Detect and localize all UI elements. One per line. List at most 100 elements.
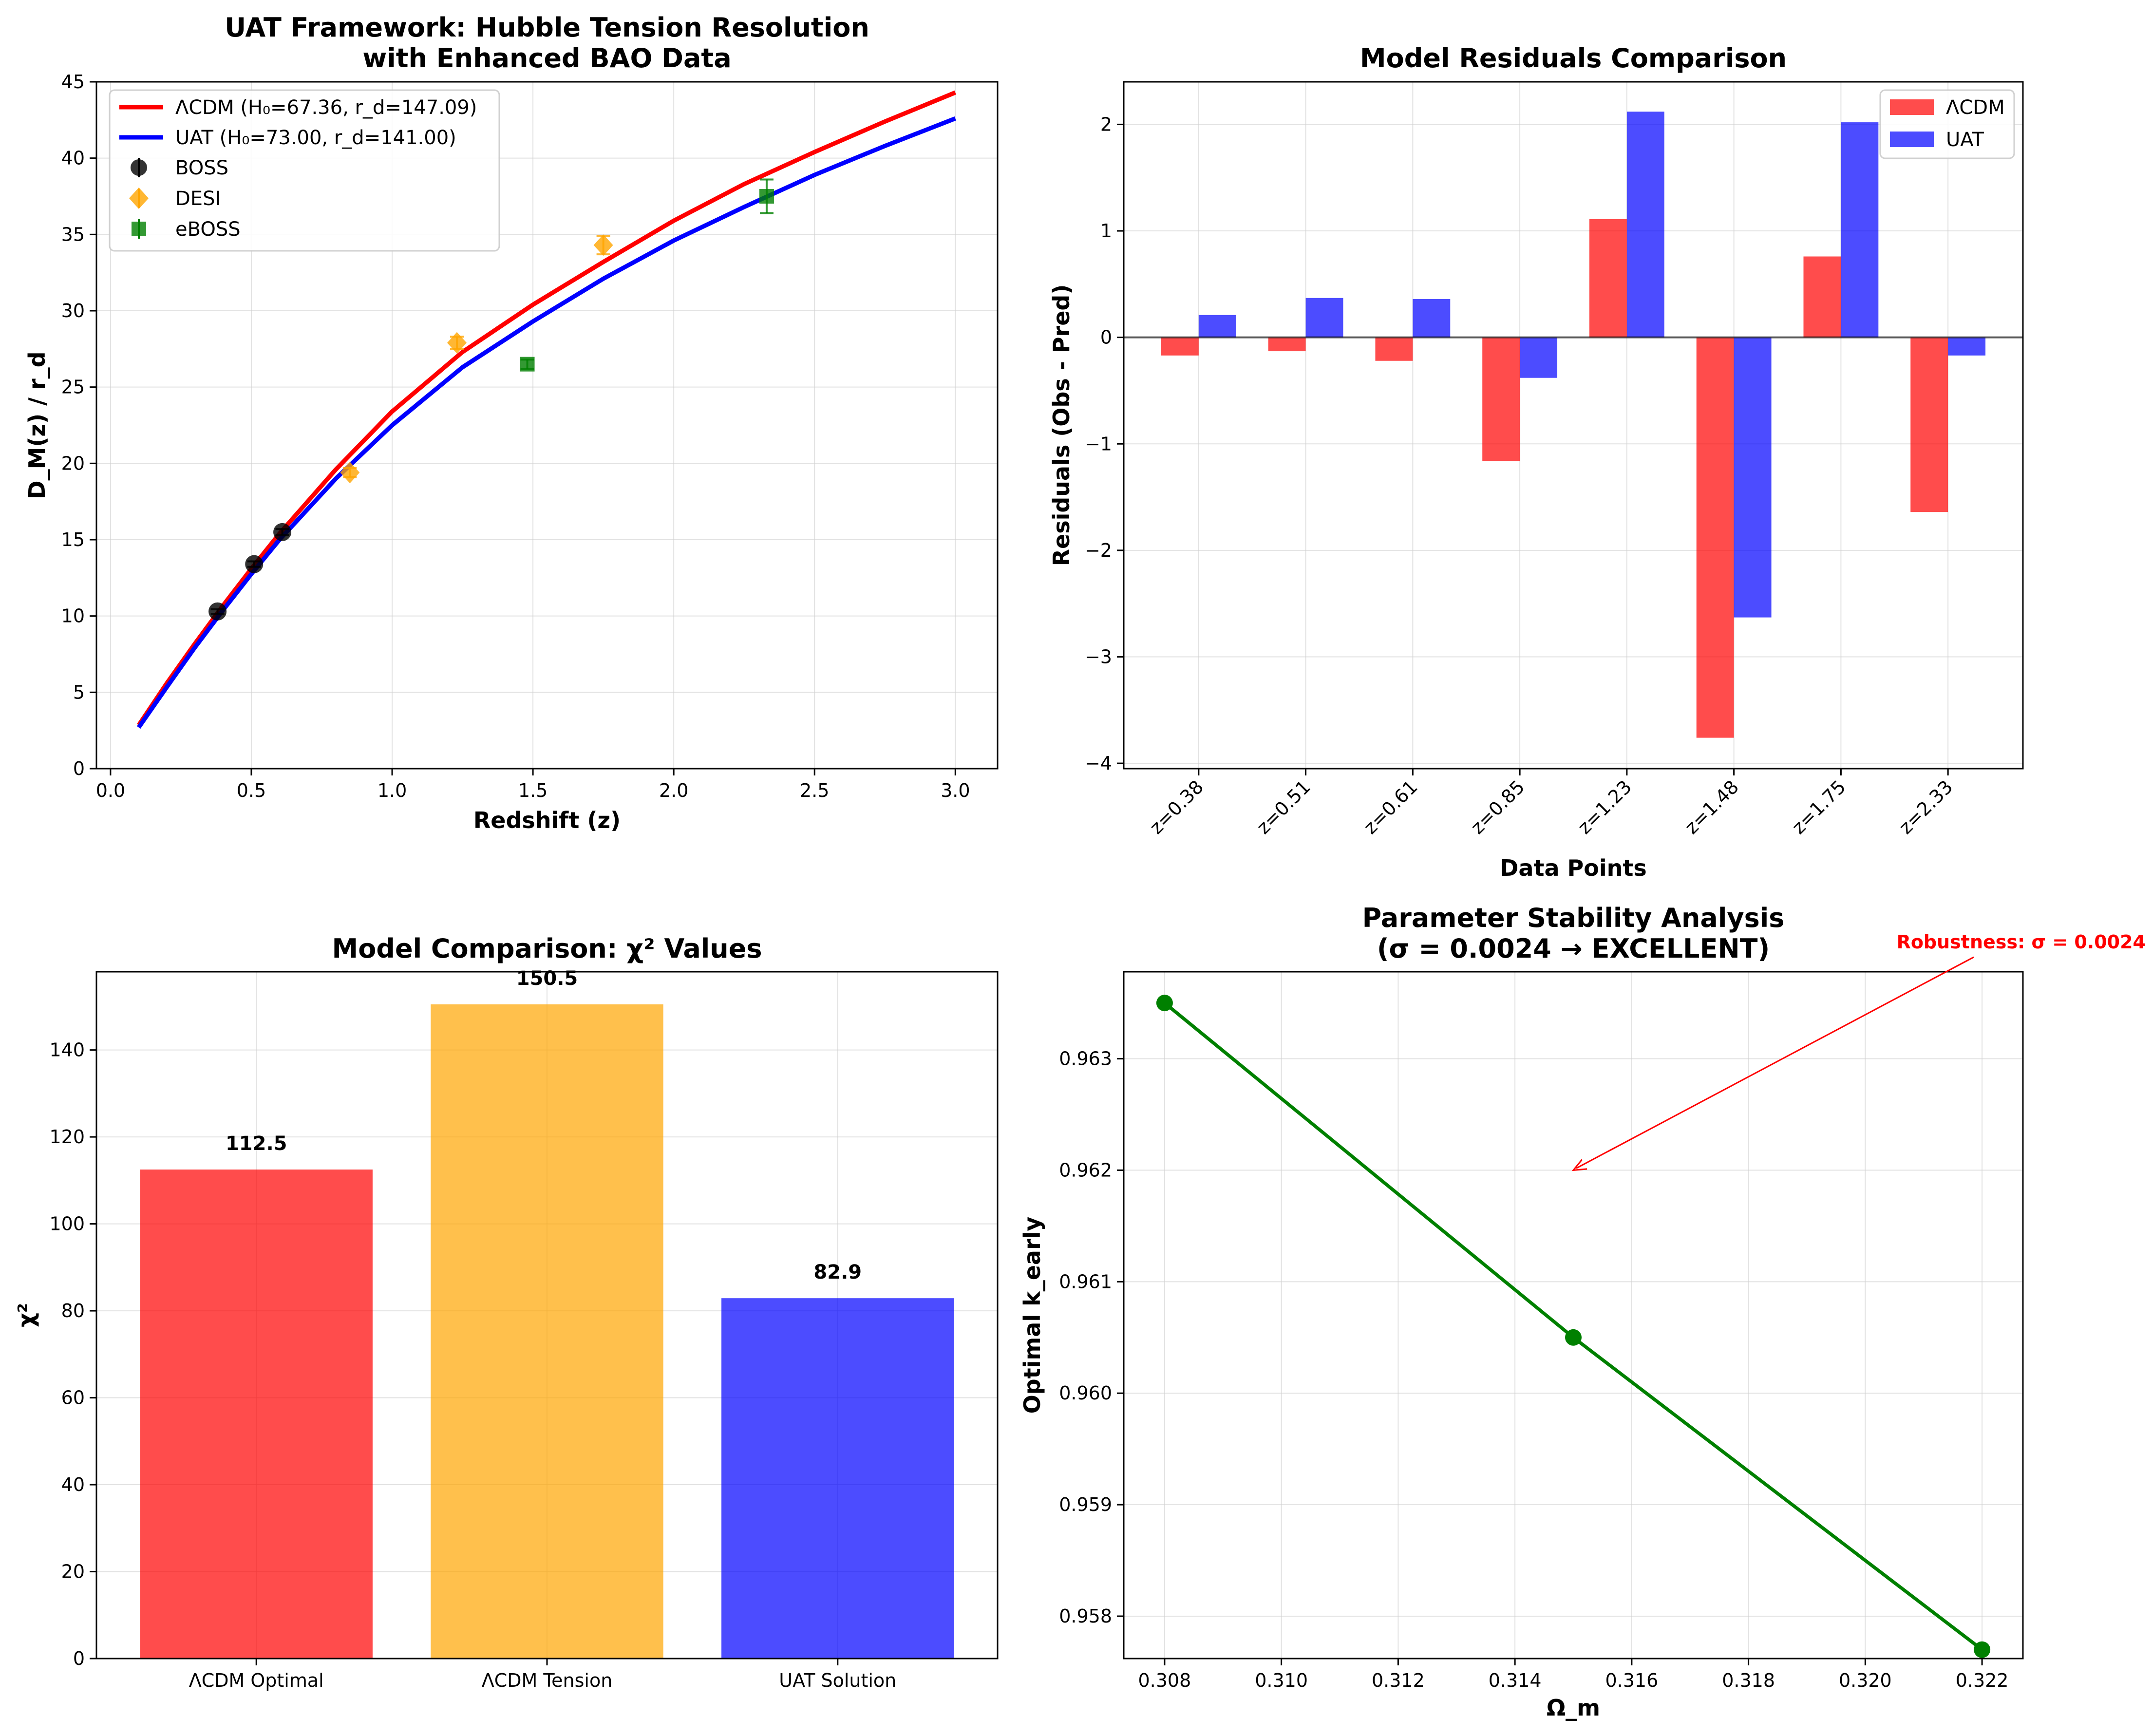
data-point-boss — [273, 523, 292, 541]
residual-bar-lcdm — [1375, 337, 1413, 361]
y-tick-label: 20 — [61, 453, 85, 474]
x-tick-label: 0.5 — [237, 780, 266, 801]
x-tick-label: 2.5 — [800, 780, 829, 801]
y-tick-label: 100 — [49, 1213, 85, 1235]
x-tick-label: z=0.38 — [1146, 776, 1208, 838]
x-tick-label: z=0.51 — [1252, 776, 1315, 838]
y-tick-label: 0.963 — [1059, 1048, 1112, 1070]
residual-bar-lcdm — [1910, 337, 1948, 512]
residual-bar-uat — [1413, 299, 1451, 338]
data-point-boss — [208, 602, 227, 621]
residual-bar-lcdm — [1589, 219, 1627, 338]
stability-point — [1565, 1329, 1582, 1346]
y-tick-label: 15 — [61, 529, 85, 550]
residual-bar-uat — [1305, 298, 1343, 338]
y-tick-label: 10 — [61, 605, 85, 627]
bar-value-label: 112.5 — [226, 1132, 287, 1155]
y-tick-label: 35 — [61, 224, 85, 245]
y-axis-label: χ² — [13, 1303, 39, 1327]
panel-title: Model Comparison: χ² Values — [332, 933, 762, 964]
residual-bar-lcdm — [1803, 256, 1841, 338]
data-point-desi — [593, 234, 613, 256]
x-tick-label: 1.0 — [378, 780, 407, 801]
y-tick-label: 0 — [73, 1648, 85, 1669]
legend-entry: UAT — [1946, 129, 1984, 151]
y-tick-label: 1 — [1100, 220, 1112, 242]
annotation-text: Robustness: σ = 0.0024 — [1897, 931, 2146, 953]
panel-title: Parameter Stability Analysis — [1362, 903, 1785, 933]
residual-bar-lcdm — [1696, 337, 1734, 738]
data-point-eboss — [759, 189, 774, 204]
x-tick-label: 0.310 — [1255, 1670, 1308, 1691]
panel-title-line2: (σ = 0.0024 → EXCELLENT) — [1377, 933, 1770, 964]
y-tick-label: 120 — [49, 1126, 85, 1148]
x-tick-label: 0.312 — [1372, 1670, 1425, 1691]
residual-bar-uat — [1198, 315, 1236, 338]
chi-square-bar — [140, 1170, 373, 1659]
y-tick-label: 25 — [61, 377, 85, 398]
chi-square-bar — [431, 1004, 663, 1659]
residual-bar-uat — [1948, 337, 1986, 356]
legend-marker — [132, 222, 146, 236]
legend-marker — [129, 188, 149, 209]
y-tick-label: 0.962 — [1059, 1159, 1112, 1181]
bar-value-label: 150.5 — [516, 967, 578, 990]
y-tick-label: 0 — [1100, 327, 1112, 348]
legend: ΛCDM (H₀=67.36, r_d=147.09) UAT (H₀=73.00… — [109, 89, 500, 252]
legend-box — [109, 89, 500, 252]
y-axis-label: Optimal k_early — [1019, 1217, 1045, 1414]
y-tick-label: −4 — [1085, 753, 1112, 774]
x-tick-label: 0.322 — [1956, 1670, 2009, 1691]
legend-entry: eBOSS — [175, 218, 241, 241]
legend-entry: DESI — [175, 188, 221, 210]
y-tick-label: 20 — [61, 1561, 85, 1583]
x-tick-label: ΛCDM Optimal — [189, 1670, 324, 1691]
legend-entry: UAT (H₀=73.00, r_d=141.00) — [175, 127, 456, 149]
legend-entry: BOSS — [175, 157, 228, 179]
x-tick-label: 2.0 — [659, 780, 688, 801]
model-curve-uat — [137, 116, 956, 729]
plot-frame — [1123, 971, 2024, 1660]
residual-bar-lcdm — [1161, 337, 1199, 356]
y-tick-label: 0.961 — [1059, 1271, 1112, 1292]
y-tick-label: 0.960 — [1059, 1382, 1112, 1404]
x-tick-label: z=0.61 — [1359, 776, 1422, 838]
y-tick-label: −1 — [1085, 433, 1112, 454]
legend-swatch — [1890, 132, 1934, 147]
residual-bar-uat — [1626, 112, 1664, 338]
legend: ΛCDM UAT — [1879, 89, 2015, 159]
y-tick-label: 45 — [61, 71, 85, 93]
panel-parameter-stability: 0.308 0.310 0.312 0.314 0.316 0.318 0.320 0.322… — [1019, 903, 2146, 1721]
x-tick-label: z=1.48 — [1680, 776, 1743, 838]
x-tick-label: 0.320 — [1839, 1670, 1892, 1691]
chi-square-bar — [721, 1298, 954, 1659]
data-point-desi — [447, 332, 467, 354]
data-point-desi — [340, 462, 360, 484]
annotation-arrow — [1576, 956, 1974, 1169]
residual-bar-uat — [1841, 122, 1879, 338]
x-tick-label: z=0.85 — [1467, 776, 1529, 838]
panel-title-line2: with Enhanced BAO Data — [362, 43, 731, 74]
y-tick-label: −2 — [1085, 540, 1112, 561]
x-axis-label: Redshift (z) — [473, 807, 621, 833]
stability-point — [1156, 995, 1173, 1012]
legend-entry: ΛCDM (H₀=67.36, r_d=147.09) — [175, 96, 477, 119]
x-tick-label: z=2.33 — [1895, 776, 1957, 838]
panel-distance-redshift: 0.0 0.5 1.0 1.5 2.0 2.5 3.0 0 5 10 15 20 25 30 35 40 45 U… — [24, 12, 999, 833]
y-tick-label: 40 — [61, 1474, 85, 1495]
panel-title: UAT Framework: Hubble Tension Resolution — [225, 12, 869, 43]
x-tick-label: 0.308 — [1138, 1670, 1191, 1691]
legend-marker — [131, 159, 147, 176]
x-tick-label: 3.0 — [941, 780, 970, 801]
panel-title: Model Residuals Comparison — [1360, 43, 1787, 74]
y-tick-label: 0.958 — [1059, 1605, 1112, 1627]
data-point-boss — [245, 555, 264, 573]
stability-point — [1974, 1641, 1991, 1658]
x-tick-label: ΛCDM Tension — [482, 1670, 613, 1691]
x-tick-label: 0.316 — [1605, 1670, 1658, 1691]
x-tick-label: z=1.23 — [1574, 776, 1636, 838]
residual-bar-lcdm — [1268, 337, 1306, 352]
x-tick-label: 1.5 — [518, 780, 547, 801]
y-tick-label: 5 — [73, 681, 85, 703]
